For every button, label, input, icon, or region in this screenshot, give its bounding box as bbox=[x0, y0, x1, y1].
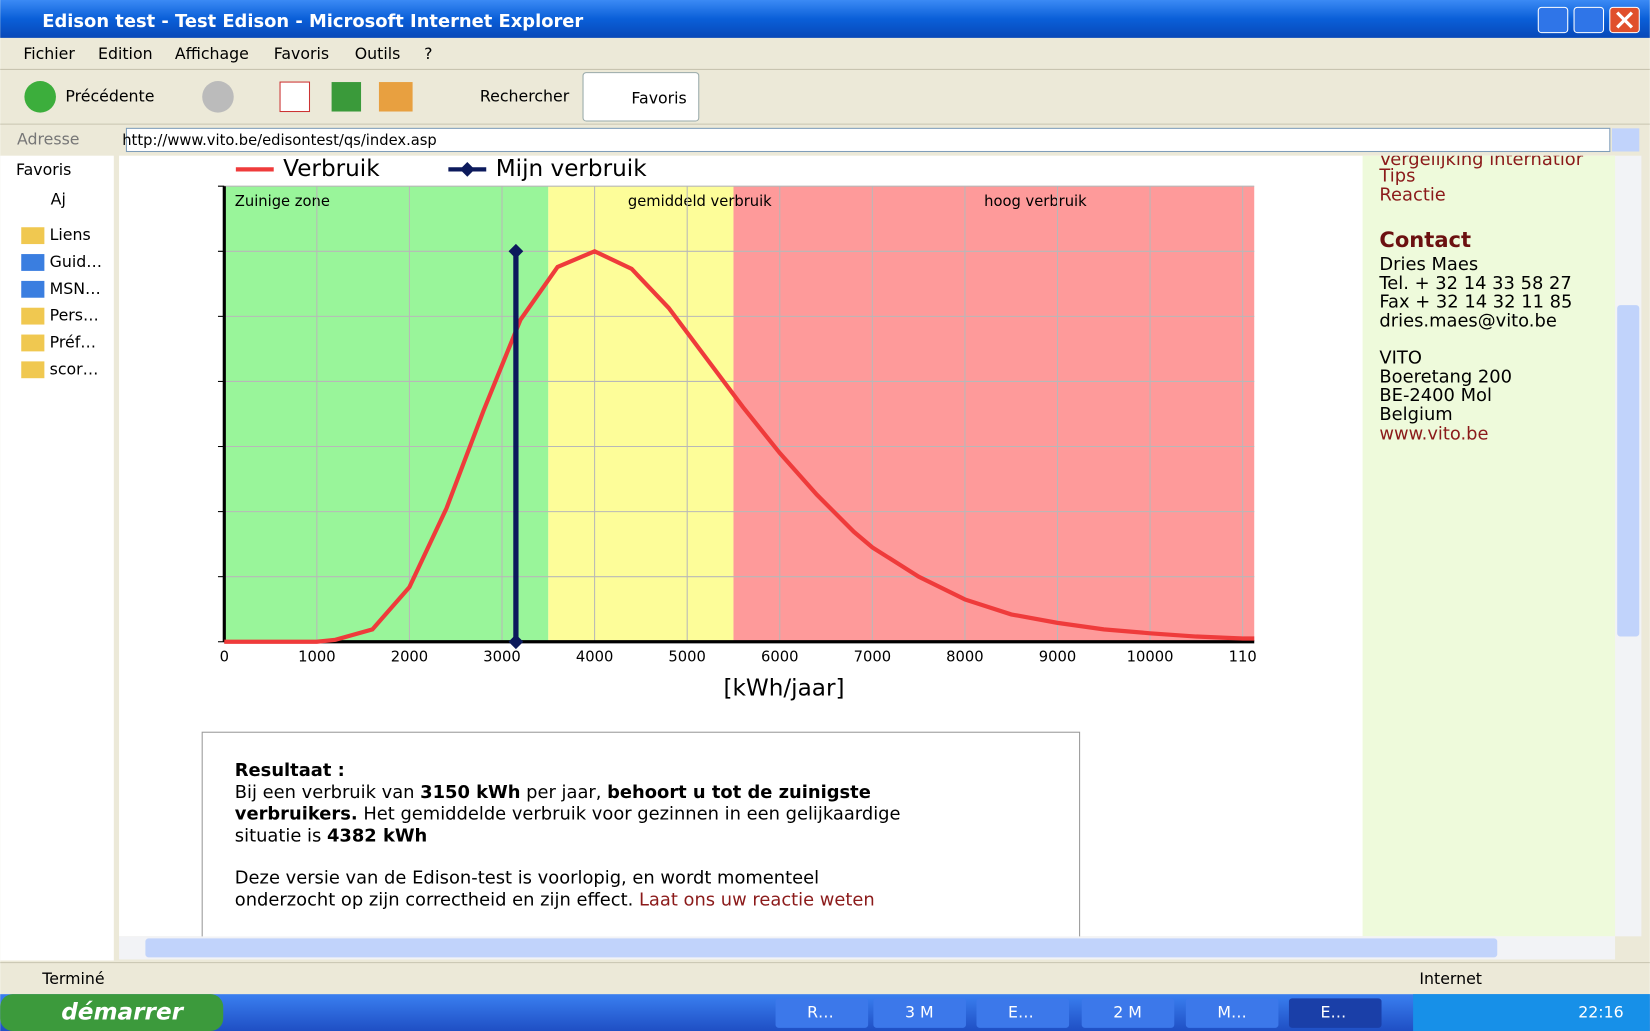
status-zone: Internet bbox=[1419, 969, 1482, 988]
task-label[interactable]: E… bbox=[1008, 1003, 1034, 1022]
text-run: onderzocht op zijn correctheid en zijn e… bbox=[235, 890, 639, 911]
back-label[interactable]: Précédente bbox=[65, 86, 154, 105]
zone-label: gemiddeld verbruik bbox=[628, 193, 772, 210]
task-label[interactable]: 3 M bbox=[905, 1003, 934, 1022]
favorite-item[interactable]: scor… bbox=[50, 359, 99, 378]
text-run: Resultaat : bbox=[235, 760, 345, 781]
stop-icon[interactable] bbox=[280, 82, 309, 111]
x-tick-label: 10000 bbox=[1127, 649, 1174, 666]
panel-title: Favoris bbox=[16, 160, 71, 179]
menu-item[interactable]: Affichage bbox=[175, 44, 249, 63]
clock: 22:16 bbox=[1578, 1003, 1623, 1022]
text-run: behoort u tot de zuinigste bbox=[607, 782, 871, 803]
result-line: verbruikers. Het gemiddelde verbruik voo… bbox=[235, 803, 901, 824]
x-tick-label: 3000 bbox=[483, 649, 520, 666]
favorite-item[interactable]: Pers… bbox=[50, 306, 99, 325]
address-dropdown[interactable] bbox=[1612, 128, 1639, 151]
x-tick-label: 1000 bbox=[298, 649, 335, 666]
nav-link[interactable]: Tips bbox=[1378, 166, 1415, 187]
link[interactable]: Laat ons uw reactie weten bbox=[639, 890, 875, 911]
favorite-item[interactable]: Préf… bbox=[50, 332, 96, 351]
result-line: onderzocht op zijn correctheid en zijn e… bbox=[235, 890, 875, 911]
x-tick-label: 6000 bbox=[761, 649, 798, 666]
result-line: Resultaat : bbox=[235, 760, 345, 781]
x-tick-label: 110 bbox=[1229, 649, 1257, 666]
legend-label: Verbruik bbox=[283, 156, 380, 182]
favorites-label[interactable]: Favoris bbox=[631, 88, 686, 107]
folder-icon bbox=[21, 281, 44, 298]
favorite-item[interactable]: Guid… bbox=[50, 252, 102, 271]
screen: Zuinige zone gemiddeld verbruik hoog verbr… bbox=[0, 0, 1650, 1031]
x-tick-label: 5000 bbox=[668, 649, 705, 666]
folder-icon bbox=[21, 308, 44, 325]
menu-item[interactable]: Fichier bbox=[23, 44, 75, 63]
x-tick-label: 7000 bbox=[854, 649, 891, 666]
address-url[interactable]: http://www.vito.be/edisontest/qs/index.a… bbox=[122, 132, 437, 149]
folder-icon bbox=[21, 227, 44, 244]
menu-item[interactable]: Outils bbox=[355, 44, 401, 63]
zone-label: hoog verbruik bbox=[984, 193, 1087, 210]
result-line: Bij een verbruik van 3150 kWh per jaar, … bbox=[235, 782, 871, 803]
task-label[interactable]: E… bbox=[1321, 1003, 1347, 1022]
menu-item[interactable]: Favoris bbox=[274, 44, 329, 63]
menu-item[interactable]: Edition bbox=[98, 44, 153, 63]
contact-line: Belgium bbox=[1379, 404, 1452, 425]
result-line: situatie is 4382 kWh bbox=[235, 825, 427, 846]
status-text: Terminé bbox=[41, 969, 104, 988]
text-run: verbruikers. bbox=[235, 803, 358, 824]
zone bbox=[548, 186, 733, 642]
folder-icon bbox=[21, 361, 44, 378]
text-run: Deze versie van de Edison-test is voorlo… bbox=[235, 867, 819, 888]
scroll-thumb[interactable] bbox=[145, 938, 1497, 957]
task-label[interactable]: 2 M bbox=[1113, 1003, 1142, 1022]
zone bbox=[733, 186, 1254, 642]
result-line: Deze versie van de Edison-test is voorlo… bbox=[235, 867, 819, 888]
panel-add[interactable]: Aj bbox=[51, 189, 66, 208]
text-run: Bij een verbruik van bbox=[235, 782, 420, 803]
folder-icon bbox=[21, 254, 44, 271]
zone-label: Zuinige zone bbox=[235, 193, 330, 210]
home-icon[interactable] bbox=[379, 82, 413, 111]
contact-line: dries.maes@vito.be bbox=[1379, 310, 1556, 331]
x-tick-label: 8000 bbox=[946, 649, 983, 666]
refresh-icon[interactable] bbox=[332, 82, 361, 111]
folder-icon bbox=[21, 335, 44, 352]
scroll-thumb[interactable] bbox=[1617, 305, 1639, 636]
task-label[interactable]: M… bbox=[1217, 1003, 1246, 1022]
x-tick-label: 2000 bbox=[391, 649, 428, 666]
task-label[interactable]: R… bbox=[807, 1003, 834, 1022]
text-run: situatie is bbox=[235, 825, 327, 846]
minimize-button[interactable] bbox=[1538, 7, 1567, 32]
x-axis-title: [kWh/jaar] bbox=[723, 676, 844, 702]
start-label[interactable]: démarrer bbox=[61, 1000, 184, 1026]
search-label[interactable]: Rechercher bbox=[480, 86, 570, 105]
text-run: Het gemiddelde verbruik voor gezinnen in… bbox=[358, 803, 901, 824]
forward-icon[interactable] bbox=[202, 81, 234, 113]
x-tick-label: 4000 bbox=[576, 649, 613, 666]
legend-label: Mijn verbruik bbox=[496, 156, 647, 182]
x-tick-label: 0 bbox=[220, 649, 229, 666]
text-run: per jaar, bbox=[520, 782, 607, 803]
address-label: Adresse bbox=[17, 129, 79, 148]
x-tick-label: 9000 bbox=[1039, 649, 1076, 666]
back-icon[interactable] bbox=[24, 81, 56, 113]
favorite-item[interactable]: Liens bbox=[50, 225, 91, 244]
text-run: 3150 kWh bbox=[420, 782, 520, 803]
favorite-item[interactable]: MSN… bbox=[50, 279, 101, 298]
window-title: Edison test - Test Edison - Microsoft In… bbox=[42, 11, 583, 32]
contact-title: Contact bbox=[1379, 227, 1471, 252]
menu-item[interactable]: ? bbox=[424, 44, 432, 63]
favorites-panel bbox=[0, 156, 114, 961]
text-run: 4382 kWh bbox=[327, 825, 427, 846]
website-link[interactable]: www.vito.be bbox=[1379, 423, 1488, 444]
restore-button[interactable] bbox=[1574, 7, 1603, 32]
zone bbox=[224, 186, 548, 642]
nav-link[interactable]: Reactie bbox=[1379, 185, 1445, 206]
